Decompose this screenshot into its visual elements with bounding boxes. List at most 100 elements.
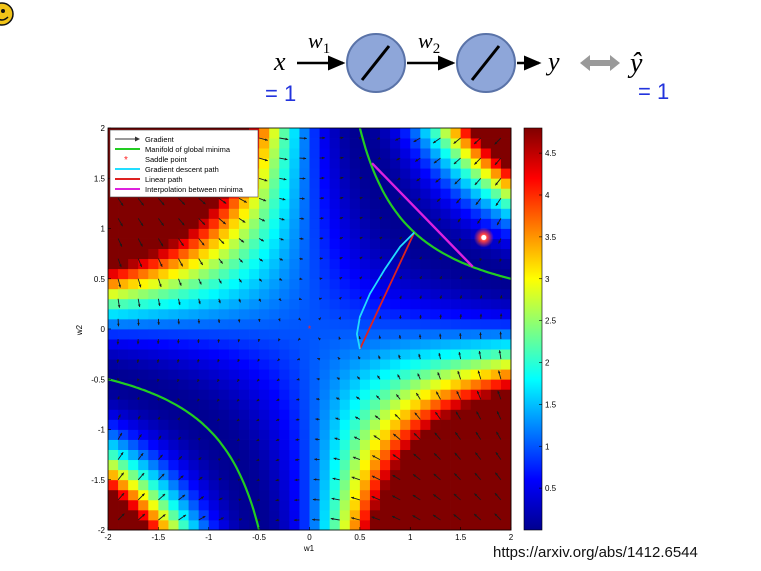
heatmap-cell (259, 238, 270, 249)
heatmap-cell (168, 228, 179, 239)
heatmap-cell (319, 128, 331, 139)
heatmap-cell (440, 399, 451, 410)
heatmap-cell (450, 389, 462, 400)
heatmap-cell (490, 298, 502, 310)
gradient-arrow-head (177, 359, 180, 363)
heatmap-cell (349, 459, 361, 471)
heatmap-cell (168, 329, 179, 340)
heatmap-cell (440, 138, 451, 149)
heatmap-cell (410, 208, 421, 219)
gradient-arrow-head (318, 337, 321, 341)
weight2-label: w2 (418, 28, 440, 57)
heatmap-cell (188, 228, 200, 239)
heatmap-cell (299, 178, 310, 189)
heatmap-cell (369, 499, 381, 511)
heatmap-cell (188, 449, 200, 461)
heatmap-cell (440, 288, 451, 300)
heatmap-cell (228, 349, 240, 360)
heatmap-cell (148, 278, 159, 290)
heatmap-cell (430, 519, 441, 531)
heatmap-cell (369, 128, 381, 139)
gradient-arrow-head (197, 437, 201, 441)
heatmap-cell (460, 499, 472, 511)
heatmap-cell (198, 369, 210, 380)
heatmap-cell (289, 339, 300, 350)
heatmap-cell (168, 198, 179, 209)
heatmap-cell (369, 339, 381, 350)
heatmap-cell (329, 298, 341, 310)
heatmap-cell (128, 339, 139, 350)
heatmap-cell (178, 389, 189, 400)
heatmap-cell (148, 349, 159, 360)
heatmap-cell (420, 399, 431, 410)
input-value: = 1 (265, 81, 296, 106)
heatmap-cell (269, 499, 280, 511)
heatmap-cell (138, 409, 149, 420)
x-axis-ticks: -2 -1.5 -1 -0.5 0 0.5 1 1.5 2 (104, 527, 514, 542)
heatmap-cell (108, 218, 119, 229)
heatmap-cell (319, 268, 331, 280)
gradient-arrow-head (379, 217, 382, 220)
gradient-arrow-head (413, 474, 416, 477)
heatmap-cell (289, 379, 300, 390)
heatmap-cell (400, 439, 411, 450)
heatmap-cell (329, 479, 341, 491)
heatmap-cell (490, 399, 502, 410)
heatmap-cell (490, 168, 502, 179)
heatmap-cell (168, 429, 179, 440)
heatmap-cell (289, 359, 300, 370)
heatmap-cell (168, 258, 179, 270)
heatmap-cell (400, 178, 411, 189)
heatmap-cell (460, 459, 472, 471)
heatmap-cell (470, 278, 482, 290)
heatmap-cell (208, 308, 220, 320)
gradient-arrow-head (284, 157, 288, 161)
heatmap-cell (259, 258, 270, 270)
heatmap-cell (420, 439, 431, 450)
heatmap-cell (450, 459, 462, 471)
heatmap-cell (410, 248, 421, 260)
y-tick-label: 1.5 (94, 174, 106, 183)
heatmap-cell (319, 349, 331, 360)
heatmap-cell (390, 419, 401, 430)
heatmap-cell (359, 228, 371, 239)
heatmap-cell (279, 439, 290, 450)
gradient-arrow-head (393, 433, 397, 437)
heatmap-cell (198, 449, 210, 461)
heatmap-cell (319, 469, 331, 481)
heatmap-cell (349, 228, 361, 239)
heatmap-cell (369, 379, 381, 390)
heatmap-cell (128, 509, 139, 521)
heatmap-cell (118, 359, 129, 370)
heatmap-cell (168, 278, 179, 290)
heatmap-cell (369, 268, 381, 280)
heatmap-cell (279, 298, 290, 310)
heatmap-cell (259, 278, 270, 290)
gradient-arrow-head (340, 196, 344, 200)
heatmap-cell (430, 218, 441, 229)
heatmap-cell (390, 208, 401, 219)
heatmap-cell (450, 188, 462, 199)
heatmap-cell (178, 278, 189, 290)
gradient-arrow-head (332, 477, 336, 481)
heatmap-cell (238, 248, 250, 260)
heatmap-cell (289, 248, 300, 260)
heatmap-cell (339, 268, 351, 280)
heatmap-cell (329, 288, 341, 300)
heatmap-cell (500, 318, 512, 330)
heatmap-cell (178, 349, 189, 360)
heatmap-cell (138, 228, 149, 239)
heatmap-cell (238, 278, 250, 290)
heatmap-cell (380, 268, 391, 280)
heatmap-cell (218, 248, 230, 260)
heatmap-cell (430, 409, 441, 420)
heatmap-cell (480, 399, 492, 410)
heatmap-cell (188, 349, 200, 360)
gradient-arrow-head (140, 453, 144, 456)
heatmap-cell (430, 238, 441, 249)
heatmap-cell (410, 379, 421, 390)
gradient-arrow-head (256, 438, 260, 441)
gradient-arrow-head (358, 296, 362, 300)
heatmap-cell (148, 258, 159, 270)
gradient-arrow-head (494, 162, 498, 165)
